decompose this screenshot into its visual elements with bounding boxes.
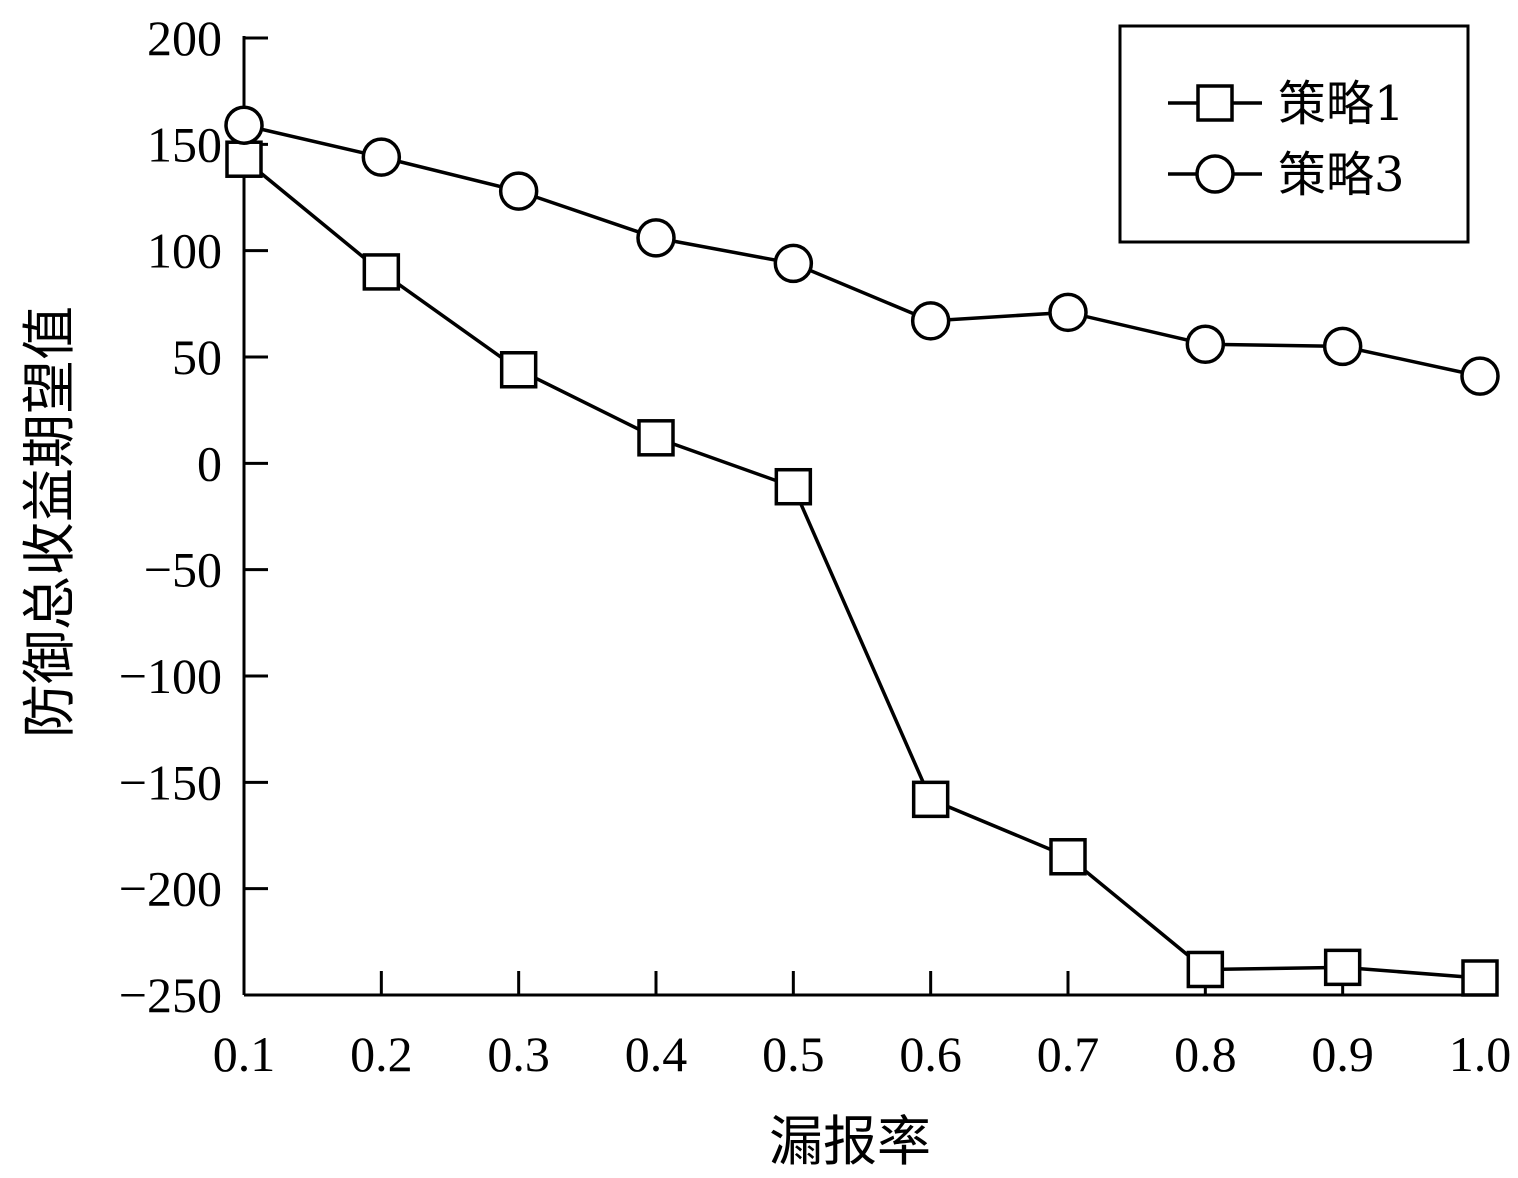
legend-label-series-2: 策略3 bbox=[1278, 147, 1405, 203]
data-point bbox=[499, 351, 538, 389]
x-tick-label: 0.1 bbox=[213, 1026, 276, 1082]
data-point bbox=[636, 218, 676, 258]
x-tick-label: 1.0 bbox=[1449, 1026, 1512, 1082]
data-point bbox=[1460, 356, 1500, 396]
y-tick-label: 200 bbox=[147, 10, 222, 66]
data-point bbox=[1048, 292, 1088, 333]
x-tick-label: 0.6 bbox=[899, 1026, 962, 1082]
series-2 bbox=[224, 105, 1500, 396]
y-ticks: 200 150 100 50 0 −50 −100 −150 −200 −250 bbox=[119, 10, 268, 1023]
y-tick-label: −100 bbox=[119, 648, 222, 704]
y-tick-label: 50 bbox=[172, 329, 222, 385]
data-point bbox=[1049, 838, 1087, 876]
data-point bbox=[637, 419, 675, 457]
data-point bbox=[1323, 948, 1362, 987]
legend: 策略1 策略3 bbox=[1118, 24, 1470, 244]
data-point bbox=[1186, 950, 1225, 989]
x-tick-label: 0.5 bbox=[762, 1026, 825, 1082]
y-tick-label: −250 bbox=[119, 967, 222, 1023]
y-tick-label: −50 bbox=[144, 542, 222, 598]
x-axis-title: 漏报率 bbox=[769, 1110, 931, 1173]
data-point bbox=[225, 140, 263, 178]
data-point bbox=[498, 171, 539, 211]
y-tick-label: 0 bbox=[197, 435, 222, 491]
series-1 bbox=[225, 140, 1499, 997]
legend-marker-circle bbox=[1195, 154, 1235, 194]
y-tick-label: 150 bbox=[147, 116, 222, 172]
y-tick-label: −200 bbox=[119, 861, 222, 917]
legend-label-series-1: 策略1 bbox=[1278, 76, 1405, 132]
x-tick-label: 0.4 bbox=[625, 1026, 688, 1082]
series-group bbox=[224, 105, 1500, 997]
data-point bbox=[910, 301, 951, 341]
y-tick-label: 100 bbox=[147, 223, 222, 279]
x-tick-label: 0.2 bbox=[350, 1026, 413, 1082]
data-point bbox=[1461, 959, 1499, 997]
series-line bbox=[242, 157, 1481, 980]
data-point bbox=[1322, 326, 1363, 367]
data-point bbox=[1185, 324, 1226, 364]
legend-box bbox=[1118, 24, 1470, 244]
x-tick-label: 0.7 bbox=[1037, 1026, 1100, 1082]
y-axis-title: 防御总收益期望值 bbox=[18, 306, 81, 738]
series-line bbox=[243, 123, 1481, 378]
data-point bbox=[773, 243, 814, 284]
data-point bbox=[911, 780, 950, 819]
data-point bbox=[362, 253, 401, 291]
legend-marker-square bbox=[1196, 84, 1234, 122]
x-ticks: 0.1 0.2 0.3 0.4 0.5 0.6 0.7 0.8 0.9 1.0 bbox=[213, 971, 1512, 1082]
y-tick-label: −150 bbox=[119, 754, 222, 810]
data-point bbox=[224, 105, 264, 145]
x-tick-label: 0.9 bbox=[1311, 1026, 1374, 1082]
data-point bbox=[361, 137, 402, 177]
x-tick-label: 0.8 bbox=[1174, 1026, 1237, 1082]
axes bbox=[242, 36, 1480, 997]
data-point bbox=[774, 467, 813, 506]
x-tick-label: 0.3 bbox=[487, 1026, 550, 1082]
